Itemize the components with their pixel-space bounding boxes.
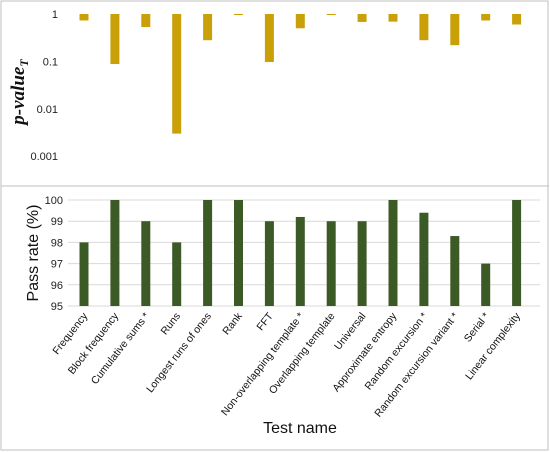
bottom-bar	[295, 216, 305, 306]
top-y-axis-label: p-valueT	[8, 59, 31, 127]
bottom-bar	[450, 236, 460, 306]
x-axis-label: Test name	[263, 420, 337, 437]
top-bar	[110, 14, 120, 65]
bottom-bar	[419, 212, 429, 306]
top-y-tick-label: 0.1	[43, 56, 58, 68]
top-bar	[203, 14, 213, 41]
top-y-axis-label-subscript: T	[17, 59, 31, 67]
bottom-y-tick-label: 95	[51, 301, 63, 313]
x-category-label: Rank	[220, 310, 245, 337]
bottom-bar	[234, 200, 243, 306]
bottom-bar	[357, 221, 367, 306]
x-category-label: Linear complexity	[463, 310, 523, 382]
bottom-bar	[264, 221, 274, 306]
top-bar	[326, 14, 336, 15]
top-y-axis-label-main: p-value	[8, 66, 29, 127]
bottom-bar	[172, 242, 182, 306]
bottom-y-tick-label: 97	[51, 259, 63, 271]
bottom-bar	[326, 221, 336, 306]
x-category-label: Cumulative sums *	[89, 310, 152, 386]
bottom-y-tick-label: 96	[51, 280, 63, 292]
top-bar	[264, 14, 274, 63]
top-panel: 1 0.1 0.01 0.001	[30, 9, 522, 163]
top-bar	[79, 14, 89, 21]
x-category-label: Serial *	[462, 310, 492, 344]
top-bar	[481, 14, 491, 21]
x-category-label: Runs	[159, 310, 184, 337]
top-y-tick-label: 1	[52, 9, 58, 21]
x-category-label: FFT	[254, 310, 276, 333]
bottom-y-tick-label: 100	[45, 195, 63, 207]
bottom-bar	[110, 200, 120, 306]
bottom-bar	[481, 263, 491, 306]
bottom-y-tick-label: 99	[51, 216, 63, 228]
top-y-tick-label: 0.01	[37, 104, 58, 116]
top-bar	[450, 14, 460, 46]
top-bar	[234, 14, 243, 15]
x-category-label: Longest runs of ones	[144, 310, 214, 395]
bottom-bar	[388, 200, 398, 306]
top-bar	[388, 14, 398, 22]
bottom-y-axis-label: Pass rate (%)	[25, 205, 42, 302]
bottom-bar	[141, 221, 151, 306]
top-y-tick-label: 0.001	[30, 151, 58, 163]
bottom-bar	[79, 242, 89, 306]
bottom-y-tick-label: 98	[51, 237, 63, 249]
bottom-bar	[203, 200, 213, 306]
top-bar	[357, 14, 367, 22]
top-bar	[141, 14, 151, 28]
top-bar	[172, 14, 182, 134]
top-bar	[419, 14, 429, 41]
top-bar	[295, 14, 305, 29]
bottom-bar	[512, 200, 522, 306]
top-bar	[512, 14, 522, 25]
